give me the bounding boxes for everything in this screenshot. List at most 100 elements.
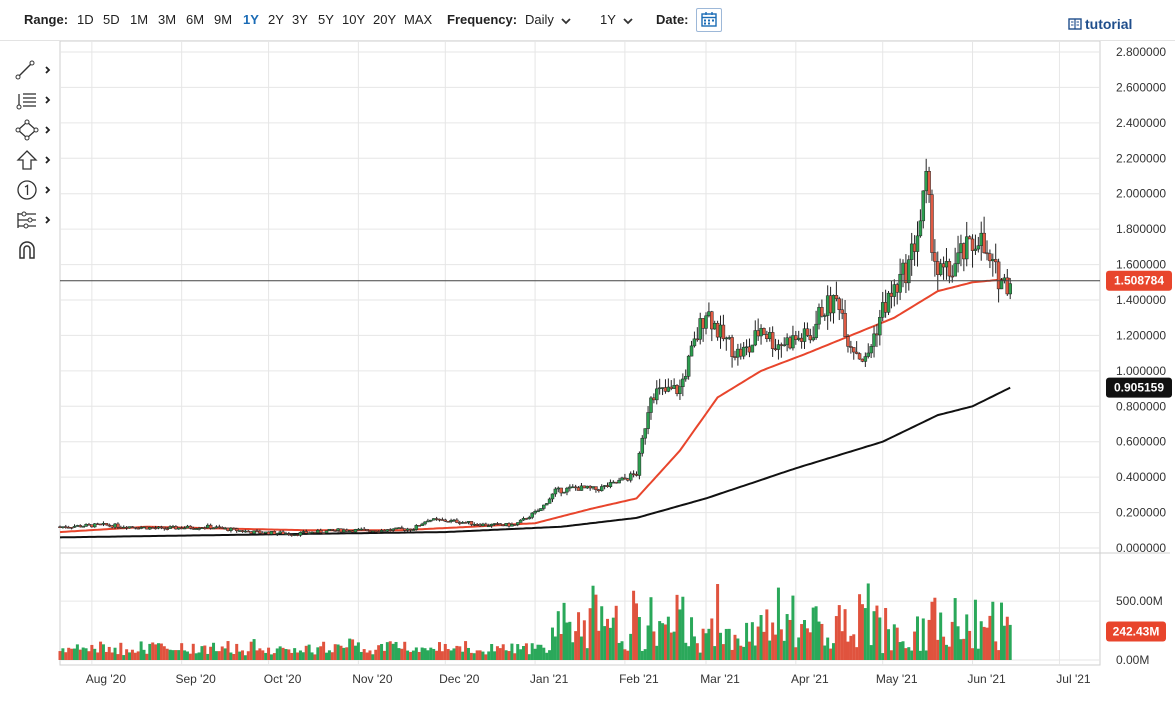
volume-bar <box>756 626 760 660</box>
volume-bar <box>591 585 595 660</box>
candle-body <box>95 523 100 525</box>
volume-bar <box>965 614 969 660</box>
candle-body <box>194 528 198 530</box>
candle-body <box>440 519 445 521</box>
candle-body <box>426 520 430 523</box>
volume-bar <box>165 648 169 660</box>
tutorial-label: tutorial <box>1085 16 1133 32</box>
tutorial-link[interactable]: tutorial <box>1068 16 1132 32</box>
candle-body <box>156 526 161 529</box>
volume-bar <box>643 649 647 660</box>
candle-body <box>350 530 355 533</box>
range-3m[interactable]: 3M <box>158 12 177 27</box>
volume-bar <box>455 645 459 660</box>
volume-bar <box>524 643 528 660</box>
measure-tool-button[interactable] <box>14 208 58 232</box>
calendar-button[interactable] <box>696 8 722 32</box>
candle-body <box>124 526 129 529</box>
volume-bar <box>603 626 607 660</box>
volume-bar <box>991 601 995 660</box>
candle-body <box>58 526 62 528</box>
range-9m[interactable]: 9M <box>214 12 233 27</box>
candle-body <box>852 347 856 353</box>
frequency-label: Frequency: <box>447 12 518 27</box>
candle-body <box>498 523 503 526</box>
counter-tool-button[interactable] <box>14 178 58 202</box>
candle-body <box>148 527 152 530</box>
candle-body <box>964 236 969 260</box>
frequency-dropdown[interactable]: Daily <box>525 12 572 28</box>
candle-body <box>1008 283 1012 295</box>
volume-bar <box>545 652 549 660</box>
magnet-button[interactable] <box>14 238 58 262</box>
candle-body <box>628 473 633 481</box>
candle-body <box>261 532 265 535</box>
volume-bar <box>368 650 372 660</box>
candle-body <box>611 481 616 484</box>
line-tool-button[interactable] <box>14 58 58 82</box>
range-5y[interactable]: 5Y <box>318 12 334 27</box>
range-20y[interactable]: 20Y <box>373 12 397 27</box>
volume-bar <box>84 648 88 660</box>
volume-bar <box>747 641 751 660</box>
range-1m[interactable]: 1M <box>130 12 149 27</box>
volume-bar <box>577 612 581 660</box>
candle-body <box>469 521 474 525</box>
volume-bar <box>119 642 123 660</box>
candle-body <box>150 527 155 529</box>
volume-bar <box>614 605 618 660</box>
volume-bar <box>145 653 149 660</box>
candle-body <box>823 315 827 317</box>
ma-long-badge <box>1106 377 1172 398</box>
range-3y[interactable]: 3Y <box>292 12 308 27</box>
candle-body <box>513 524 517 526</box>
range-6m[interactable]: 6M <box>186 12 205 27</box>
volume-bar <box>666 616 670 660</box>
fib-tool-button[interactable] <box>14 88 58 112</box>
volume-bar <box>843 609 847 660</box>
range-5d[interactable]: 5D <box>103 12 120 27</box>
volume-bar <box>362 649 366 660</box>
volume-bar <box>808 632 812 660</box>
volume-bar <box>397 648 401 660</box>
volume-bar <box>840 631 844 660</box>
candle-body <box>336 528 340 531</box>
candle-body <box>762 328 766 335</box>
candle-body <box>533 511 537 514</box>
candle-body <box>568 486 572 489</box>
arrow-tool-button[interactable] <box>14 148 58 172</box>
volume-bar <box>936 639 940 660</box>
candle-body <box>515 522 520 525</box>
candle-body <box>87 524 91 526</box>
volume-bar <box>226 641 230 660</box>
range-1d[interactable]: 1D <box>77 12 94 27</box>
volume-bar <box>846 641 850 660</box>
candle-body <box>753 330 758 346</box>
candle-body <box>941 263 946 268</box>
range-10y[interactable]: 10Y <box>342 12 366 27</box>
candle-body <box>849 346 853 348</box>
range-1y[interactable]: 1Y <box>243 12 259 27</box>
volume-bar <box>391 643 395 660</box>
volume-bar <box>490 644 494 660</box>
range-2y[interactable]: 2Y <box>268 12 284 27</box>
candle-body <box>747 346 752 353</box>
candle-body <box>234 528 239 532</box>
candle-body <box>959 243 963 254</box>
price-tick-label: 1.200000 <box>1116 328 1166 342</box>
chevron-right-icon <box>45 66 51 74</box>
candle-body <box>999 279 1004 290</box>
candle-body <box>799 337 804 342</box>
volume-bar <box>863 608 867 660</box>
period-dropdown[interactable]: 1Y <box>600 12 634 28</box>
volume-bar <box>982 626 986 660</box>
candle-body <box>269 531 274 535</box>
range-max[interactable]: MAX <box>404 12 433 27</box>
shape-tool-button[interactable] <box>14 118 58 142</box>
candle-body <box>246 530 251 533</box>
candle-body <box>205 524 210 529</box>
candle-body <box>388 529 393 531</box>
volume-bar <box>608 627 612 660</box>
candle-body <box>463 522 468 524</box>
